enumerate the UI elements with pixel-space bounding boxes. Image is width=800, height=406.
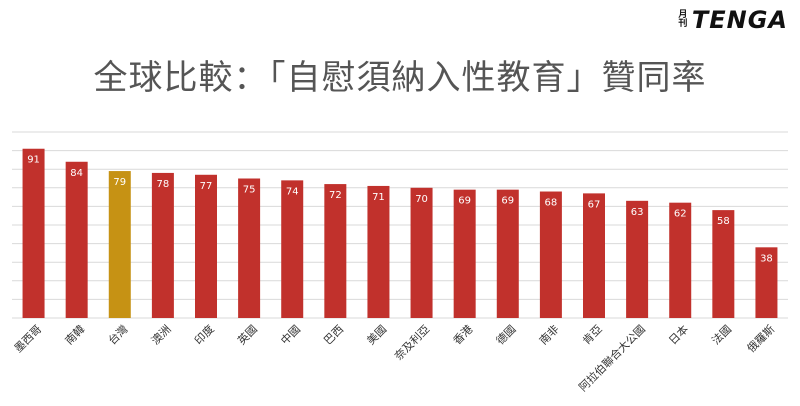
bar (755, 247, 778, 318)
x-tick-label: 德國 (493, 322, 518, 347)
x-tick-label: 英國 (234, 322, 259, 347)
x-tick-label: 澳洲 (149, 323, 174, 348)
data-label: 71 (372, 192, 385, 203)
data-label: 63 (631, 207, 644, 218)
data-label: 62 (674, 209, 687, 220)
bar (281, 180, 304, 318)
data-label: 69 (458, 196, 471, 207)
x-tick-label: 肯亞 (580, 323, 605, 348)
data-label: 38 (760, 253, 773, 264)
x-tick-label: 中國 (278, 323, 303, 348)
x-tick-label: 美國 (364, 323, 389, 348)
bar (712, 210, 735, 318)
data-label: 75 (243, 185, 256, 196)
bar (151, 172, 174, 318)
bar (65, 161, 88, 318)
x-tick-label: 南非 (537, 323, 562, 348)
x-tick-label: 南韓 (63, 323, 88, 348)
data-label: 68 (545, 198, 558, 209)
x-tick-label: 法國 (709, 322, 734, 347)
data-label: 78 (157, 179, 170, 190)
bar (324, 184, 347, 318)
bar (626, 200, 649, 318)
bar (583, 193, 605, 318)
data-label: 74 (286, 186, 299, 197)
data-label: 69 (501, 196, 514, 207)
bar (195, 174, 217, 318)
bar (410, 187, 433, 318)
bar (22, 148, 45, 318)
chart-title: 全球比較：「自慰須納入性教育」贊同率 (93, 58, 707, 98)
data-label: 72 (329, 190, 342, 201)
bar (539, 191, 562, 318)
bar (108, 171, 131, 318)
x-tick-label: 日本 (666, 322, 691, 347)
logo-main-text: TENGA (691, 6, 788, 34)
data-label: 84 (70, 168, 83, 179)
data-label: 91 (27, 155, 40, 166)
x-tick-label: 奈及利亞 (391, 322, 432, 363)
data-label: 79 (113, 177, 126, 188)
logo-small-text: 月刊 (678, 10, 688, 29)
data-label: 70 (415, 194, 428, 205)
data-label: 77 (200, 181, 213, 192)
bar (496, 189, 519, 318)
x-tick-label: 台灣 (105, 322, 130, 347)
x-tick-label: 香港 (451, 323, 476, 348)
bar (669, 202, 692, 318)
bar (367, 185, 390, 318)
x-tick-label: 巴西 (321, 323, 346, 348)
x-tick-label: 印度 (191, 322, 216, 347)
x-tick-label: 墨西哥 (12, 323, 45, 356)
data-label: 67 (588, 199, 601, 210)
x-tick-label: 俄羅斯 (745, 323, 778, 356)
bar (453, 189, 476, 318)
data-label: 58 (717, 216, 730, 227)
bar (238, 178, 261, 318)
brand-logo: 月刊 TENGA (678, 6, 788, 34)
